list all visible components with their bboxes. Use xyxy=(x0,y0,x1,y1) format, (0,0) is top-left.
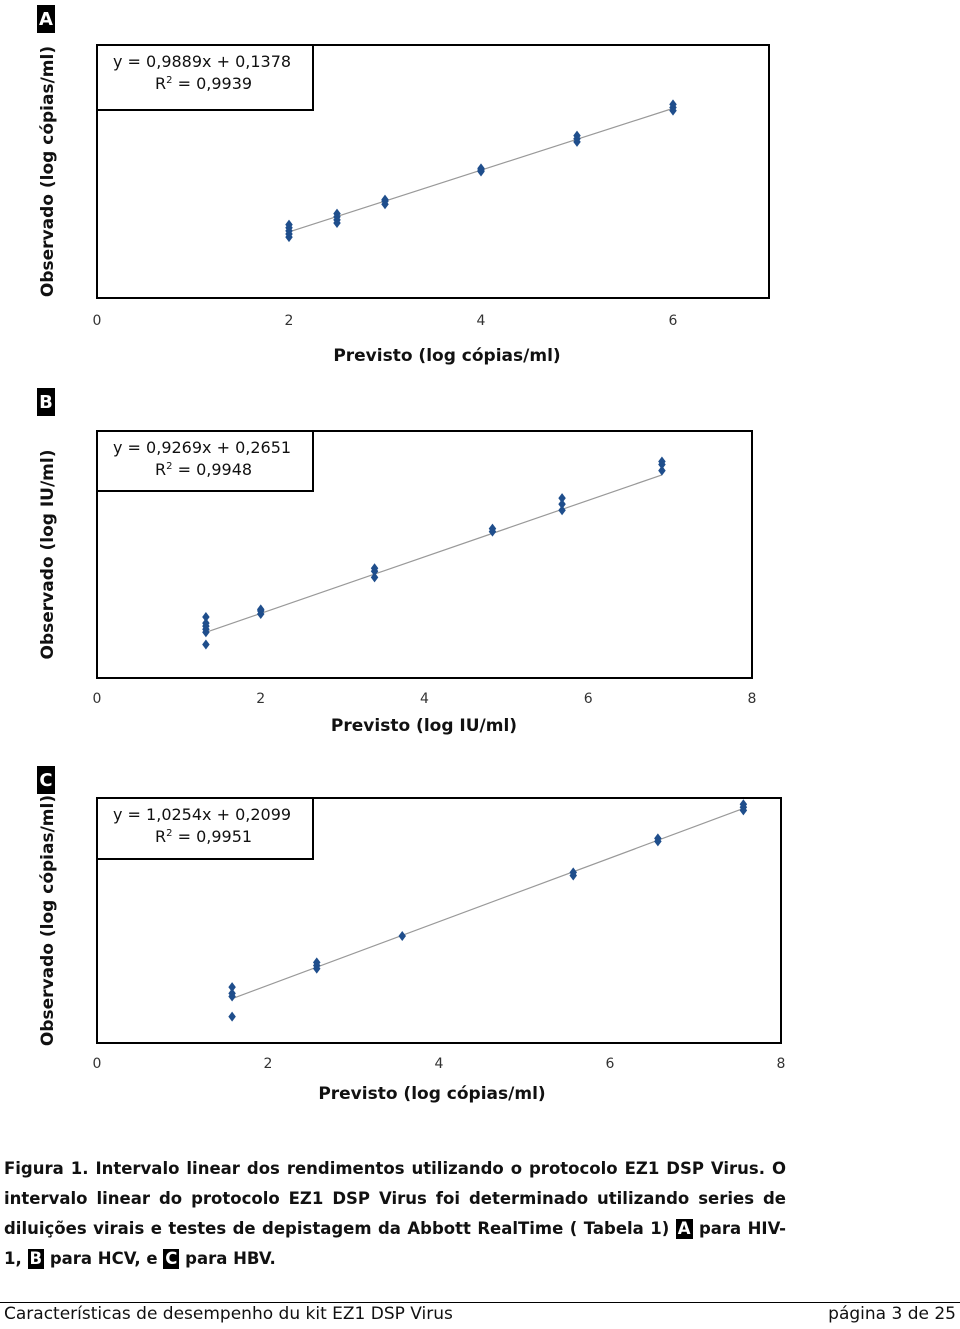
data-point xyxy=(558,493,566,504)
x-tick-label: 4 xyxy=(435,1056,444,1072)
r-squared: R2 = 0,9948 xyxy=(155,460,252,479)
y-axis-title: Observado (log cópias/ml) xyxy=(38,795,58,1046)
panel-tag-box xyxy=(37,5,55,33)
x-tick-label: 8 xyxy=(777,1056,786,1072)
data-point xyxy=(333,208,341,219)
footer-right: página 3 de 25 xyxy=(828,1304,956,1324)
x-tick-label: 8 xyxy=(748,691,757,707)
data-point xyxy=(202,612,210,623)
data-point xyxy=(477,163,485,174)
equation: y = 1,0254x + 0,2099 xyxy=(113,805,291,824)
panel-tag: A xyxy=(675,1219,693,1239)
r-sup: 2 xyxy=(166,75,172,86)
y-axis-title: Observado (log cópias/ml) xyxy=(38,46,58,297)
caption: Figura 1. Intervalo linear dos rendiment… xyxy=(4,1154,786,1274)
panel-tag: B xyxy=(39,392,53,413)
x-tick-label: 4 xyxy=(420,691,429,707)
r-sup: 2 xyxy=(166,461,172,472)
panel-tag-box xyxy=(37,766,55,794)
r-value: = 0,9951 xyxy=(173,827,253,846)
data-point xyxy=(202,639,210,650)
data-point xyxy=(370,563,379,574)
data-point xyxy=(202,618,210,629)
data-point xyxy=(654,833,662,844)
r-squared: R2 = 0,9939 xyxy=(155,74,252,93)
panel-tag: C xyxy=(39,770,52,791)
panel-tag: C xyxy=(163,1249,180,1269)
r-squared: R2 = 0,9951 xyxy=(155,827,252,846)
data-point xyxy=(228,1011,236,1022)
panel-tag-box xyxy=(37,388,55,416)
r-value: = 0,9948 xyxy=(173,460,253,479)
data-point xyxy=(558,505,566,516)
x-tick-label: 0 xyxy=(93,313,102,329)
data-point xyxy=(370,572,379,583)
x-tick-label: 0 xyxy=(93,691,102,707)
panel-tag: B xyxy=(27,1249,45,1269)
x-tick-label: 6 xyxy=(669,313,678,329)
caption-text: para HIV-1, xyxy=(4,1219,786,1268)
x-tick-label: 6 xyxy=(606,1056,615,1072)
x-tick-label: 4 xyxy=(477,313,486,329)
caption-text: para HBV. xyxy=(179,1249,276,1268)
caption-text: para HCV, e xyxy=(44,1249,164,1268)
r-value: = 0,9939 xyxy=(173,74,253,93)
x-axis-title: Previsto (log cópias/ml) xyxy=(333,346,560,366)
x-tick-label: 0 xyxy=(93,1056,102,1072)
r-symbol: R xyxy=(155,460,166,479)
equation-box xyxy=(96,797,314,860)
data-point xyxy=(285,219,293,230)
equation-box xyxy=(96,44,314,111)
data-point xyxy=(312,957,321,968)
x-tick-label: 6 xyxy=(584,691,593,707)
caption-lead: Figura 1. xyxy=(4,1159,89,1178)
data-point xyxy=(398,931,406,942)
data-point xyxy=(228,982,236,993)
r-symbol: R xyxy=(155,827,166,846)
r-symbol: R xyxy=(155,74,166,93)
footer-left: Características de desempenho du kit EZ1… xyxy=(4,1304,453,1324)
data-point xyxy=(257,604,265,615)
x-axis-title: Previsto (log IU/ml) xyxy=(331,716,517,736)
x-tick-label: 2 xyxy=(256,691,265,707)
data-point xyxy=(658,465,666,476)
footer-rule xyxy=(0,1302,960,1303)
x-tick-label: 2 xyxy=(264,1056,273,1072)
panel-tag: A xyxy=(39,9,53,30)
y-axis-title: Observado (log IU/ml) xyxy=(38,450,58,660)
equation-box xyxy=(96,430,314,492)
data-point xyxy=(228,988,236,999)
trend-line xyxy=(205,474,663,633)
equation: y = 0,9889x + 0,1378 xyxy=(113,52,291,71)
data-point xyxy=(488,523,497,534)
equation: y = 0,9269x + 0,2651 xyxy=(113,438,291,457)
r-sup: 2 xyxy=(166,828,172,839)
data-point xyxy=(573,130,581,141)
x-tick-label: 2 xyxy=(285,313,294,329)
data-point xyxy=(381,194,389,205)
data-point xyxy=(558,499,566,510)
data-point xyxy=(569,867,577,878)
data-point xyxy=(669,99,677,110)
data-point xyxy=(739,799,748,810)
caption-text: Intervalo linear dos rendimentos utiliza… xyxy=(4,1159,787,1238)
data-point xyxy=(658,456,666,467)
x-axis-title: Previsto (log cópias/ml) xyxy=(318,1084,545,1104)
